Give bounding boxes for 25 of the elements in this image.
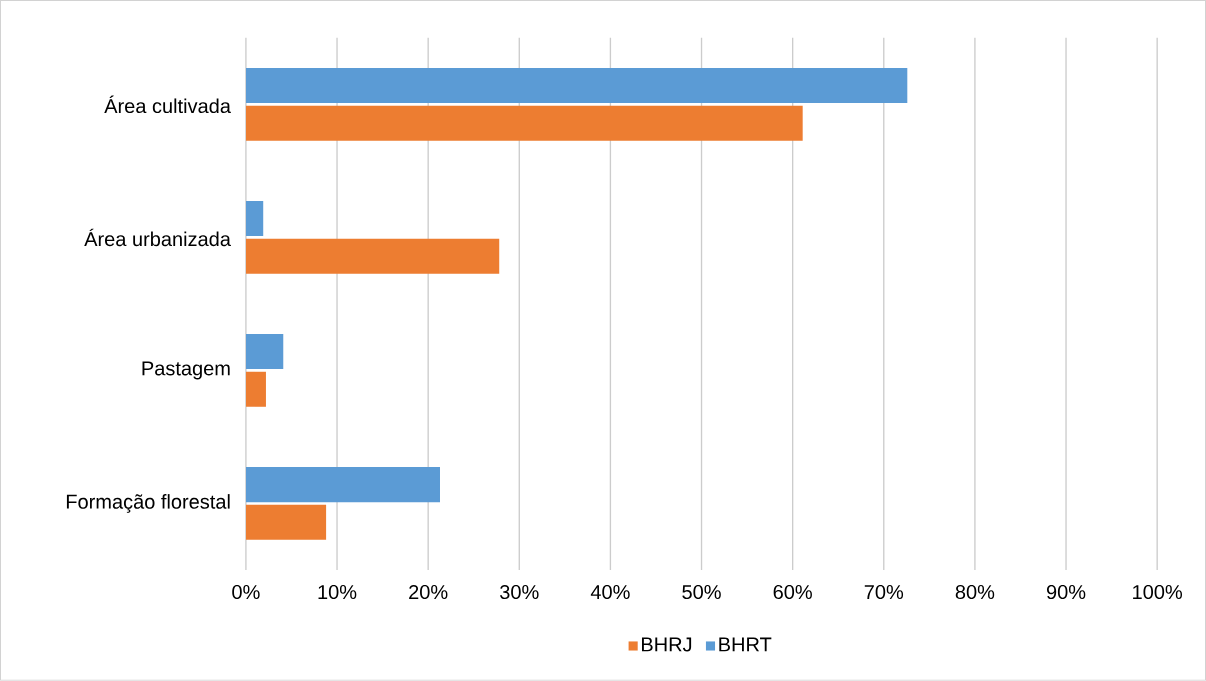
bar bbox=[245, 467, 440, 503]
bar bbox=[245, 201, 264, 237]
x-tick-label: 60% bbox=[773, 585, 812, 600]
x-tick-label: 0% bbox=[232, 585, 260, 600]
x-tick-label: 10% bbox=[318, 585, 357, 600]
x-tick-label: 70% bbox=[864, 585, 904, 600]
x-tick-label: 20% bbox=[409, 585, 448, 600]
legend-label: BHRT bbox=[719, 637, 772, 652]
bar bbox=[245, 371, 266, 407]
bar bbox=[245, 68, 908, 104]
x-tick-label: 80% bbox=[955, 585, 995, 600]
y-tick-label: Formação florestal bbox=[66, 494, 230, 513]
x-tick-label: 40% bbox=[590, 585, 630, 600]
y-tick-label: Área cultivada bbox=[104, 95, 231, 114]
bar bbox=[245, 238, 500, 274]
x-tick-label: 100% bbox=[1133, 585, 1183, 600]
x-tick-label: 30% bbox=[500, 585, 539, 600]
bar bbox=[245, 504, 327, 540]
x-tick-label: 90% bbox=[1046, 585, 1086, 600]
y-tick-label: Pastagem bbox=[142, 361, 230, 380]
x-tick-label: 50% bbox=[682, 585, 721, 600]
bar bbox=[245, 334, 284, 370]
y-tick-label: Área urbanizada bbox=[84, 228, 231, 247]
bar bbox=[245, 105, 803, 141]
legend-label: BHRJ bbox=[641, 637, 692, 652]
